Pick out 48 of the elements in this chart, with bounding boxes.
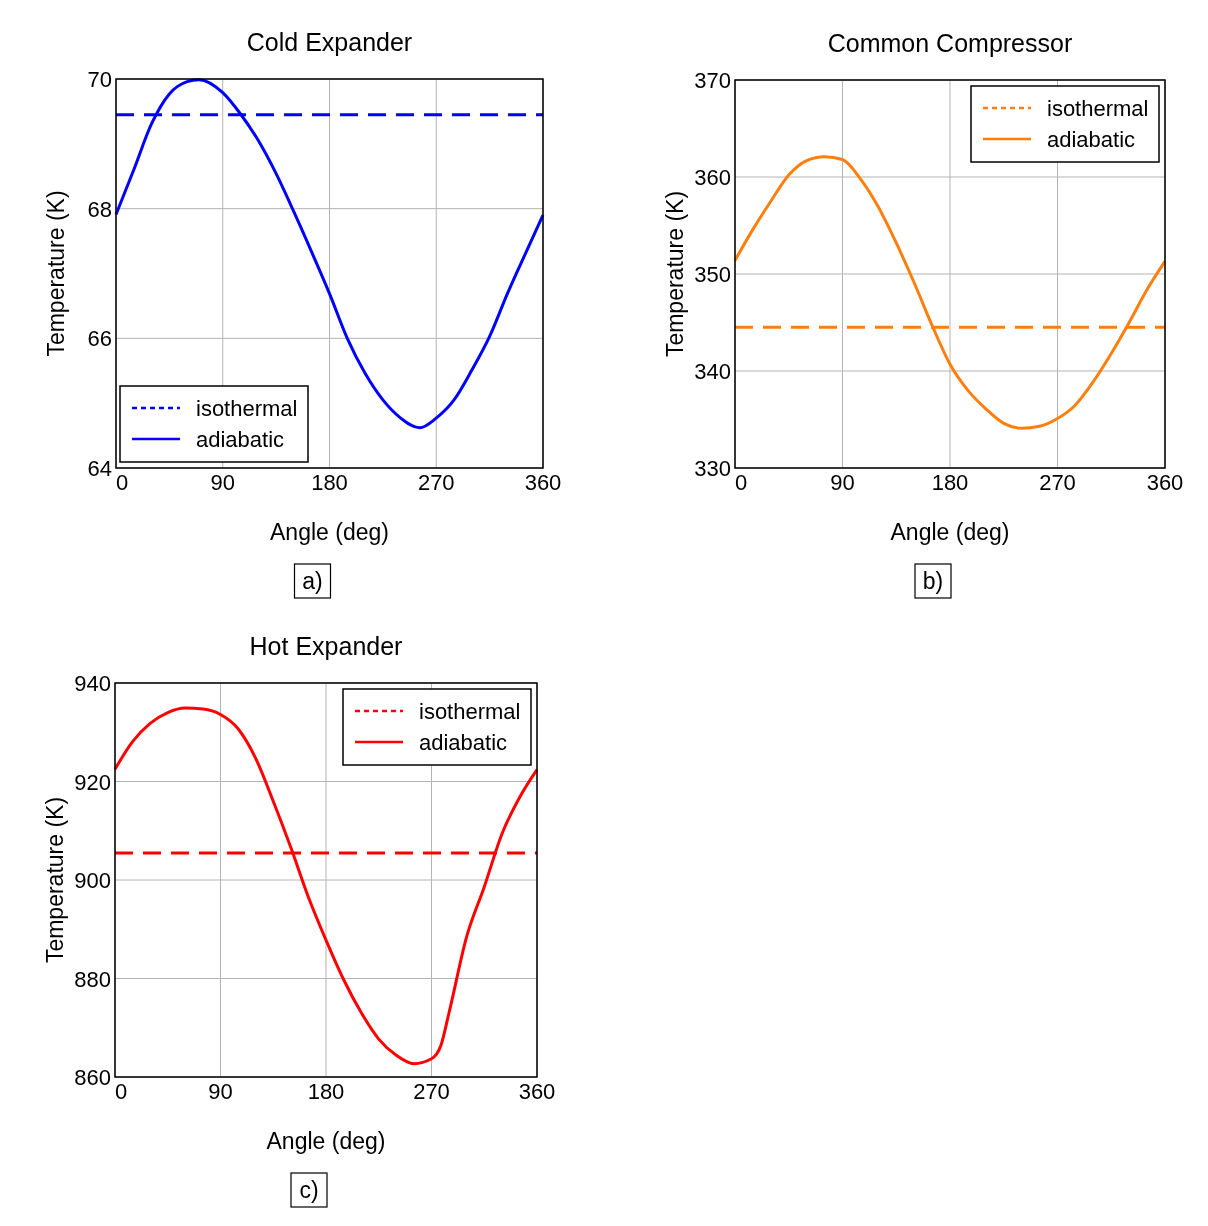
line-series <box>733 155 1167 430</box>
y-tick-label: 940 <box>74 671 111 696</box>
x-tick-label: 180 <box>931 470 969 495</box>
y-tick-label: 900 <box>74 868 111 893</box>
x-tick-label: 0 <box>114 1079 128 1104</box>
y-axis-title: Temperature (K) <box>42 796 68 964</box>
legend-label: adiabatic <box>419 730 508 755</box>
y-tick-label: 340 <box>694 359 731 384</box>
x-tick-label: 360 <box>518 1079 556 1104</box>
y-axis-title: Temperature (K) <box>662 190 688 358</box>
y-tick-label: 66 <box>87 326 112 352</box>
text: a) <box>302 568 323 594</box>
legend-label: adiabatic <box>196 427 285 452</box>
text: c) <box>299 1177 319 1203</box>
x-axis-title: Angle (deg) <box>890 519 1010 545</box>
x-tick-label: 90 <box>208 1079 233 1104</box>
y-tick-label: 920 <box>74 769 111 795</box>
x-tick-label: 360 <box>1146 470 1184 495</box>
y-tick-label: 350 <box>694 262 731 287</box>
x-axis-title: Angle (deg) <box>270 519 389 545</box>
y-tick-label: 860 <box>74 1065 111 1090</box>
x-tick-label: 90 <box>210 470 235 495</box>
x-tick-label: 0 <box>734 470 748 495</box>
legend-label: isothermal <box>196 396 298 421</box>
chart-title: Common Compressor <box>827 29 1073 57</box>
y-tick-label: 360 <box>694 165 731 190</box>
y-tick-label: 68 <box>87 196 112 222</box>
x-tick-label: 180 <box>307 1079 345 1104</box>
text: b) <box>922 568 944 594</box>
x-tick-label: 270 <box>413 1079 450 1104</box>
y-tick-label: 370 <box>694 68 731 93</box>
x-tick-label: 270 <box>417 470 455 495</box>
x-tick-label: 0 <box>115 470 129 495</box>
legend-label: isothermal <box>1047 96 1149 121</box>
y-tick-label: 330 <box>694 456 731 481</box>
y-tick-label: 880 <box>74 966 111 992</box>
legend-label: isothermal <box>419 699 521 724</box>
chart-title: Cold Expander <box>246 28 413 56</box>
x-tick-label: 90 <box>830 470 855 495</box>
x-tick-label: 360 <box>524 470 562 495</box>
x-tick-label: 270 <box>1039 470 1076 495</box>
legend-label: adiabatic <box>1047 127 1136 152</box>
y-tick-label: 64 <box>87 456 112 481</box>
y-tick-label: 70 <box>87 67 112 92</box>
x-tick-label: 180 <box>311 470 348 495</box>
x-axis-title: Angle (deg) <box>266 1128 386 1154</box>
chart-title: Hot Expander <box>249 632 403 660</box>
y-axis-title: Temperature (K) <box>43 190 69 357</box>
